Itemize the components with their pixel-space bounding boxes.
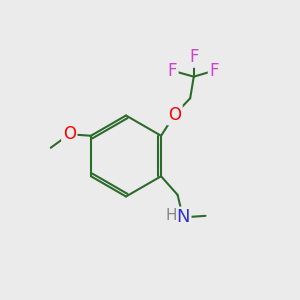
Text: O: O <box>63 125 76 143</box>
Text: N: N <box>176 208 190 226</box>
Text: H: H <box>165 208 177 224</box>
Text: F: F <box>167 62 177 80</box>
Text: F: F <box>189 48 199 66</box>
Text: F: F <box>209 62 219 80</box>
Text: O: O <box>168 106 181 124</box>
